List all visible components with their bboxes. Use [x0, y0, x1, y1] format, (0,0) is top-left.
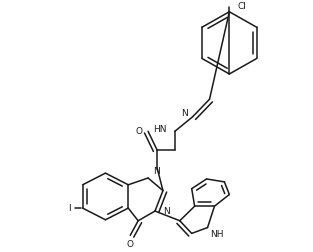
- Text: O: O: [127, 240, 134, 249]
- Text: HN: HN: [153, 125, 167, 134]
- Text: N: N: [153, 167, 160, 176]
- Text: O: O: [135, 127, 142, 136]
- Text: Cl: Cl: [237, 3, 246, 11]
- Text: N: N: [181, 109, 188, 118]
- Text: N: N: [163, 207, 170, 215]
- Text: I: I: [68, 204, 71, 213]
- Text: NH: NH: [211, 231, 224, 239]
